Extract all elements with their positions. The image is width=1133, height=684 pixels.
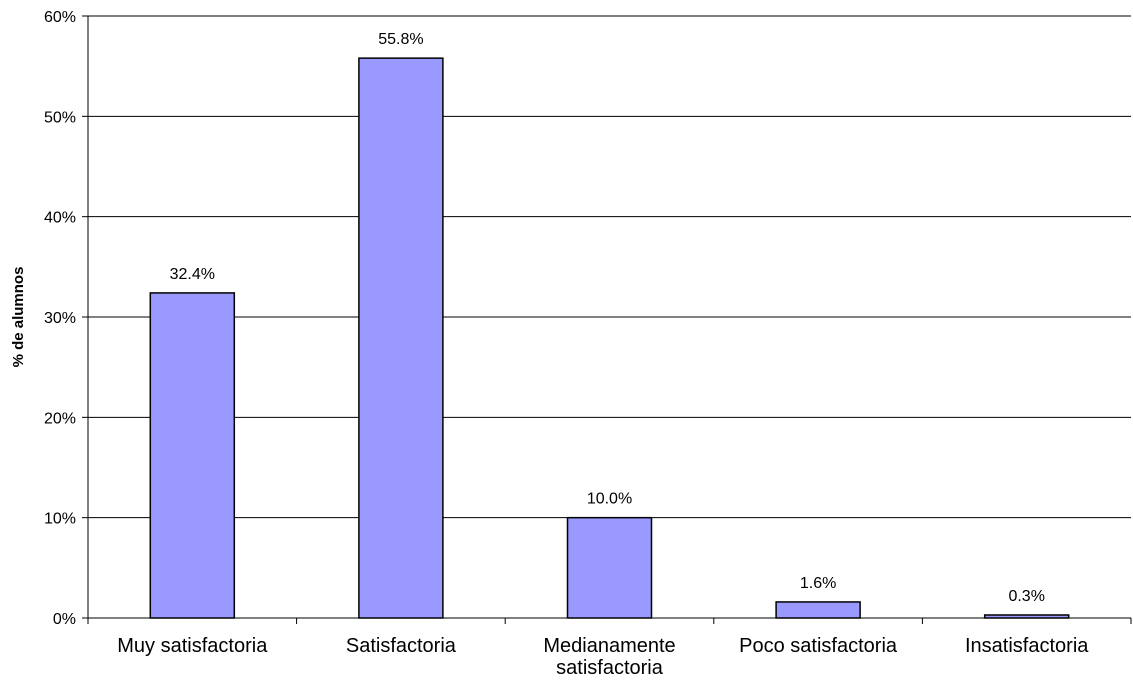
data-label: 10.0% bbox=[587, 491, 632, 508]
y-tick-label: 10% bbox=[44, 511, 76, 528]
y-tick-label: 0% bbox=[53, 611, 76, 628]
bar bbox=[566, 516, 653, 619]
bar bbox=[149, 292, 236, 619]
gridlines bbox=[88, 15, 1131, 519]
data-label: 1.6% bbox=[800, 575, 836, 592]
y-tick-label: 40% bbox=[44, 210, 76, 227]
y-tick-label: 60% bbox=[44, 9, 76, 26]
bar bbox=[358, 57, 444, 619]
y-tick-label: 30% bbox=[44, 310, 76, 327]
data-label: 0.3% bbox=[1008, 588, 1044, 605]
y-tick-label: 20% bbox=[44, 410, 76, 427]
bars: 32.4% 55.8% 10.0% 1.6% 0.3% bbox=[149, 31, 1070, 619]
category-label: Insatisfactoria bbox=[965, 635, 1089, 657]
data-label: 55.8% bbox=[378, 31, 423, 48]
category-label: Medianamente satisfactoria bbox=[543, 635, 675, 679]
category-label: Satisfactoria bbox=[346, 635, 457, 657]
data-label: 32.4% bbox=[170, 266, 215, 283]
category-label: Muy satisfactoria bbox=[117, 635, 268, 657]
bar bbox=[775, 601, 861, 619]
y-tick-label: 50% bbox=[44, 109, 76, 126]
y-axis-title: % de alumnos bbox=[10, 267, 27, 368]
x-axis: Muy satisfactoria Satisfactoria Medianamen… bbox=[87, 16, 1132, 679]
y-axis-ticks: 0% 10% 20% 30% 40% 50% 60% bbox=[44, 9, 88, 628]
category-label: Poco satisfactoria bbox=[739, 635, 898, 657]
